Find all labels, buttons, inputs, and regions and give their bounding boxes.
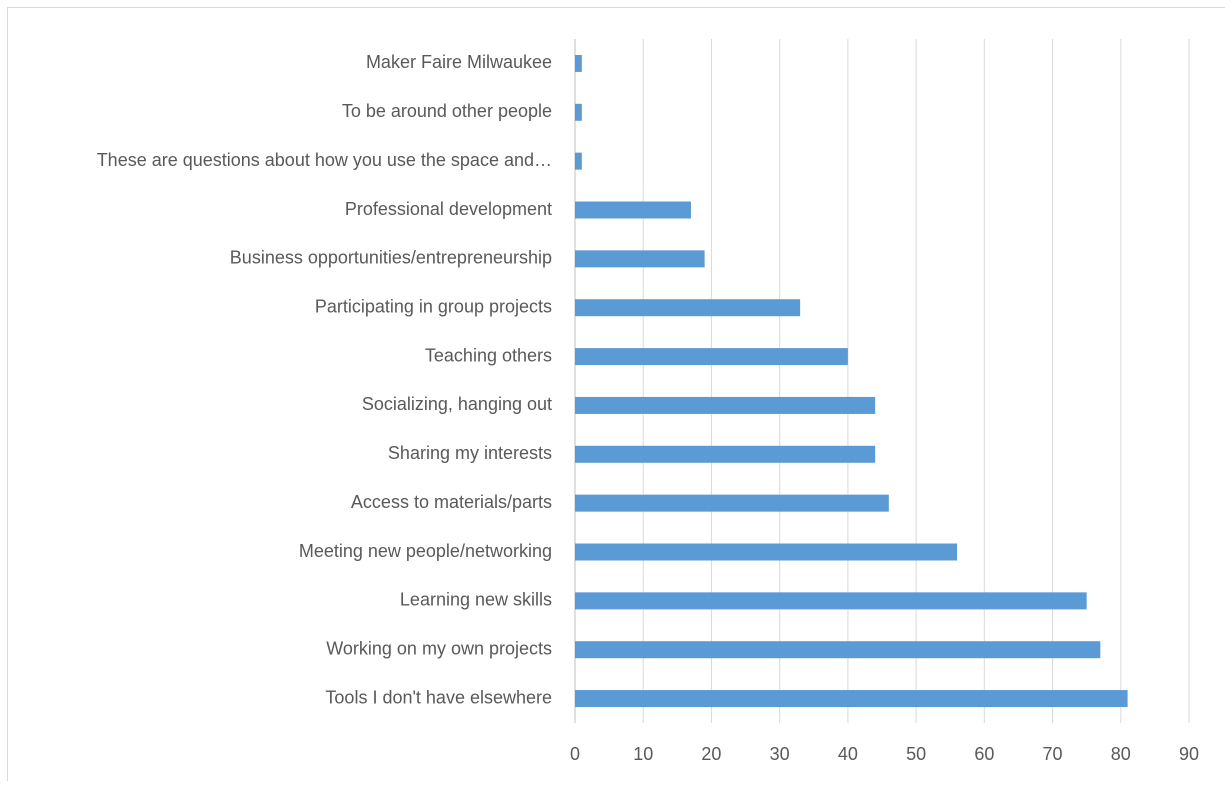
bar bbox=[575, 348, 848, 365]
chart-border bbox=[8, 8, 1225, 782]
y-tick-label: Learning new skills bbox=[400, 590, 552, 610]
x-tick-label: 30 bbox=[770, 744, 790, 764]
x-tick-label: 0 bbox=[570, 744, 580, 764]
y-tick-label: Teaching others bbox=[425, 345, 552, 365]
y-tick-label: Working on my own projects bbox=[326, 638, 552, 658]
bar bbox=[575, 641, 1100, 658]
y-tick-label: Professional development bbox=[345, 199, 552, 219]
bar bbox=[575, 592, 1087, 609]
bar bbox=[575, 104, 582, 121]
bar bbox=[575, 495, 889, 512]
y-tick-label: Sharing my interests bbox=[388, 443, 552, 463]
x-tick-label: 20 bbox=[701, 744, 721, 764]
x-tick-label: 70 bbox=[1043, 744, 1063, 764]
y-tick-label: These are questions about how you use th… bbox=[97, 150, 552, 170]
y-tick-label: Participating in group projects bbox=[315, 296, 552, 316]
bar bbox=[575, 690, 1128, 707]
y-tick-label: Meeting new people/networking bbox=[299, 541, 552, 561]
x-tick-label: 90 bbox=[1179, 744, 1199, 764]
x-tick-label: 80 bbox=[1111, 744, 1131, 764]
bar bbox=[575, 544, 957, 561]
bar bbox=[575, 153, 582, 170]
bar bbox=[575, 299, 800, 316]
x-tick-label: 50 bbox=[906, 744, 926, 764]
y-tick-label: Maker Faire Milwaukee bbox=[366, 52, 552, 72]
bar bbox=[575, 55, 582, 72]
x-tick-label: 60 bbox=[974, 744, 994, 764]
y-tick-label: Access to materials/parts bbox=[351, 492, 552, 512]
y-tick-label: Tools I don't have elsewhere bbox=[325, 687, 552, 707]
y-tick-label: Socializing, hanging out bbox=[362, 394, 552, 414]
bar bbox=[575, 446, 875, 463]
bar bbox=[575, 397, 875, 414]
x-tick-label: 10 bbox=[633, 744, 653, 764]
bar bbox=[575, 250, 705, 267]
bar bbox=[575, 202, 691, 219]
y-tick-label: Business opportunities/entrepreneurship bbox=[230, 248, 552, 268]
x-tick-label: 40 bbox=[838, 744, 858, 764]
y-tick-label: To be around other people bbox=[342, 101, 552, 121]
